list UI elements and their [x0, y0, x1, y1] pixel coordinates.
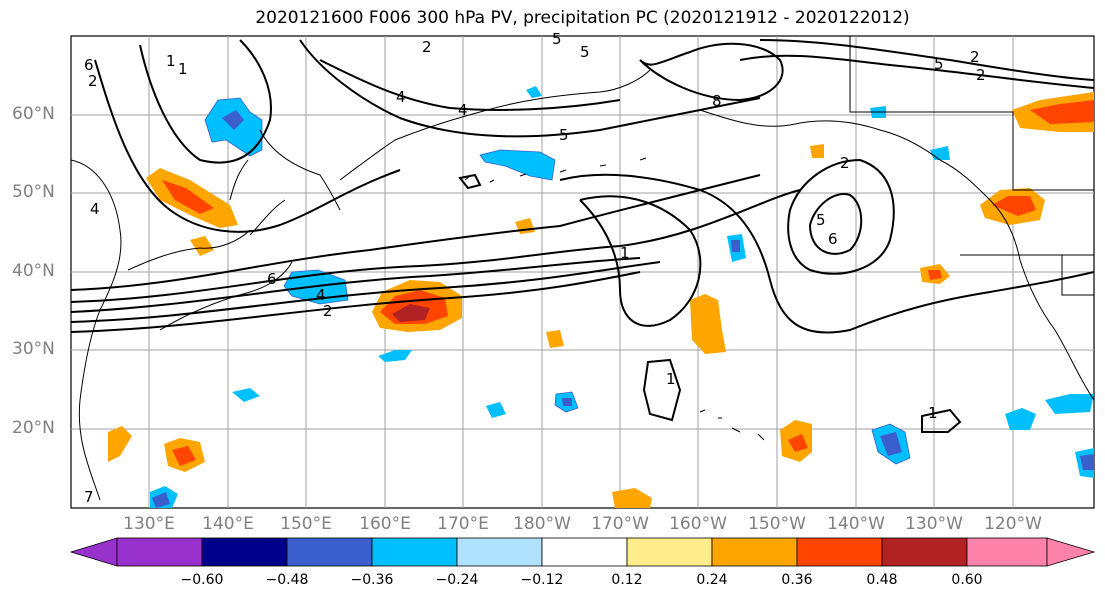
lat-label: 50°N — [12, 182, 55, 202]
contour-label: 1 — [178, 60, 188, 78]
contour-label: 5 — [934, 55, 944, 73]
contour-label: 4 — [316, 286, 326, 304]
contour-label: 8 — [712, 92, 722, 110]
colorbar-tick-label: −0.24 — [435, 572, 479, 588]
contour-label: 2 — [88, 72, 98, 90]
lon-label: 150°E — [280, 514, 332, 534]
colorbar-tick-label: 0.48 — [866, 572, 898, 588]
contour-label: 6 — [267, 270, 277, 288]
contour-label: 1 — [620, 244, 630, 262]
contour-label: 5 — [580, 43, 590, 61]
contour-label: 4 — [458, 101, 468, 119]
colorbar-tick-label: 0.36 — [781, 572, 813, 588]
contour-label: 1 — [666, 370, 676, 388]
lon-label: 180°W — [513, 514, 571, 534]
lon-label: 140°E — [202, 514, 254, 534]
lon-label: 140°W — [827, 514, 885, 534]
contour-label: 2 — [323, 302, 333, 320]
lon-label: 160°E — [359, 514, 411, 534]
contour-label: 2 — [422, 38, 432, 56]
lat-label: 40°N — [12, 261, 55, 281]
lon-label: 130°W — [905, 514, 963, 534]
colorbar-tick-label: −0.60 — [180, 572, 224, 588]
contour-label: 7 — [84, 488, 94, 506]
contour-label: 1 — [928, 404, 938, 422]
lon-label: 130°E — [123, 514, 175, 534]
lon-label: 150°W — [748, 514, 806, 534]
colorbar-tick-label: −0.12 — [520, 572, 564, 588]
contour-label: 4 — [396, 88, 406, 106]
lat-label: 60°N — [12, 104, 55, 124]
contour-label: 2 — [840, 154, 850, 172]
colorbar — [69, 537, 1096, 567]
pv-contours — [71, 39, 1094, 433]
contour-label: 4 — [90, 200, 100, 218]
contour-label: 1 — [166, 52, 176, 70]
colorbar-tick-label: 0.60 — [951, 572, 983, 588]
map-title: 2020121600 F006 300 hPa PV, precipitatio… — [255, 8, 910, 28]
lon-label: 120°W — [984, 514, 1042, 534]
contour-label: 6 — [84, 56, 94, 74]
colorbar-tick-label: −0.36 — [350, 572, 394, 588]
lon-label: 160°W — [669, 514, 727, 534]
contour-label: 5 — [559, 126, 569, 144]
colorbar-over — [1046, 537, 1096, 567]
lat-label: 30°N — [12, 339, 55, 359]
lat-label: 20°N — [12, 418, 55, 438]
lon-label: 170°E — [437, 514, 489, 534]
colorbar-under — [69, 537, 118, 567]
contour-label: 6 — [828, 230, 838, 248]
colorbar-tick-label: 0.24 — [696, 572, 728, 588]
contour-label: 5 — [816, 211, 826, 229]
colorbar-tick-label: 0.12 — [611, 572, 643, 588]
contour-label: 5 — [552, 30, 562, 48]
colorbar-tick-label: −0.48 — [265, 572, 309, 588]
contour-label: 2 — [970, 48, 980, 66]
contour-label: 2 — [976, 66, 986, 84]
lon-label: 170°W — [591, 514, 649, 534]
